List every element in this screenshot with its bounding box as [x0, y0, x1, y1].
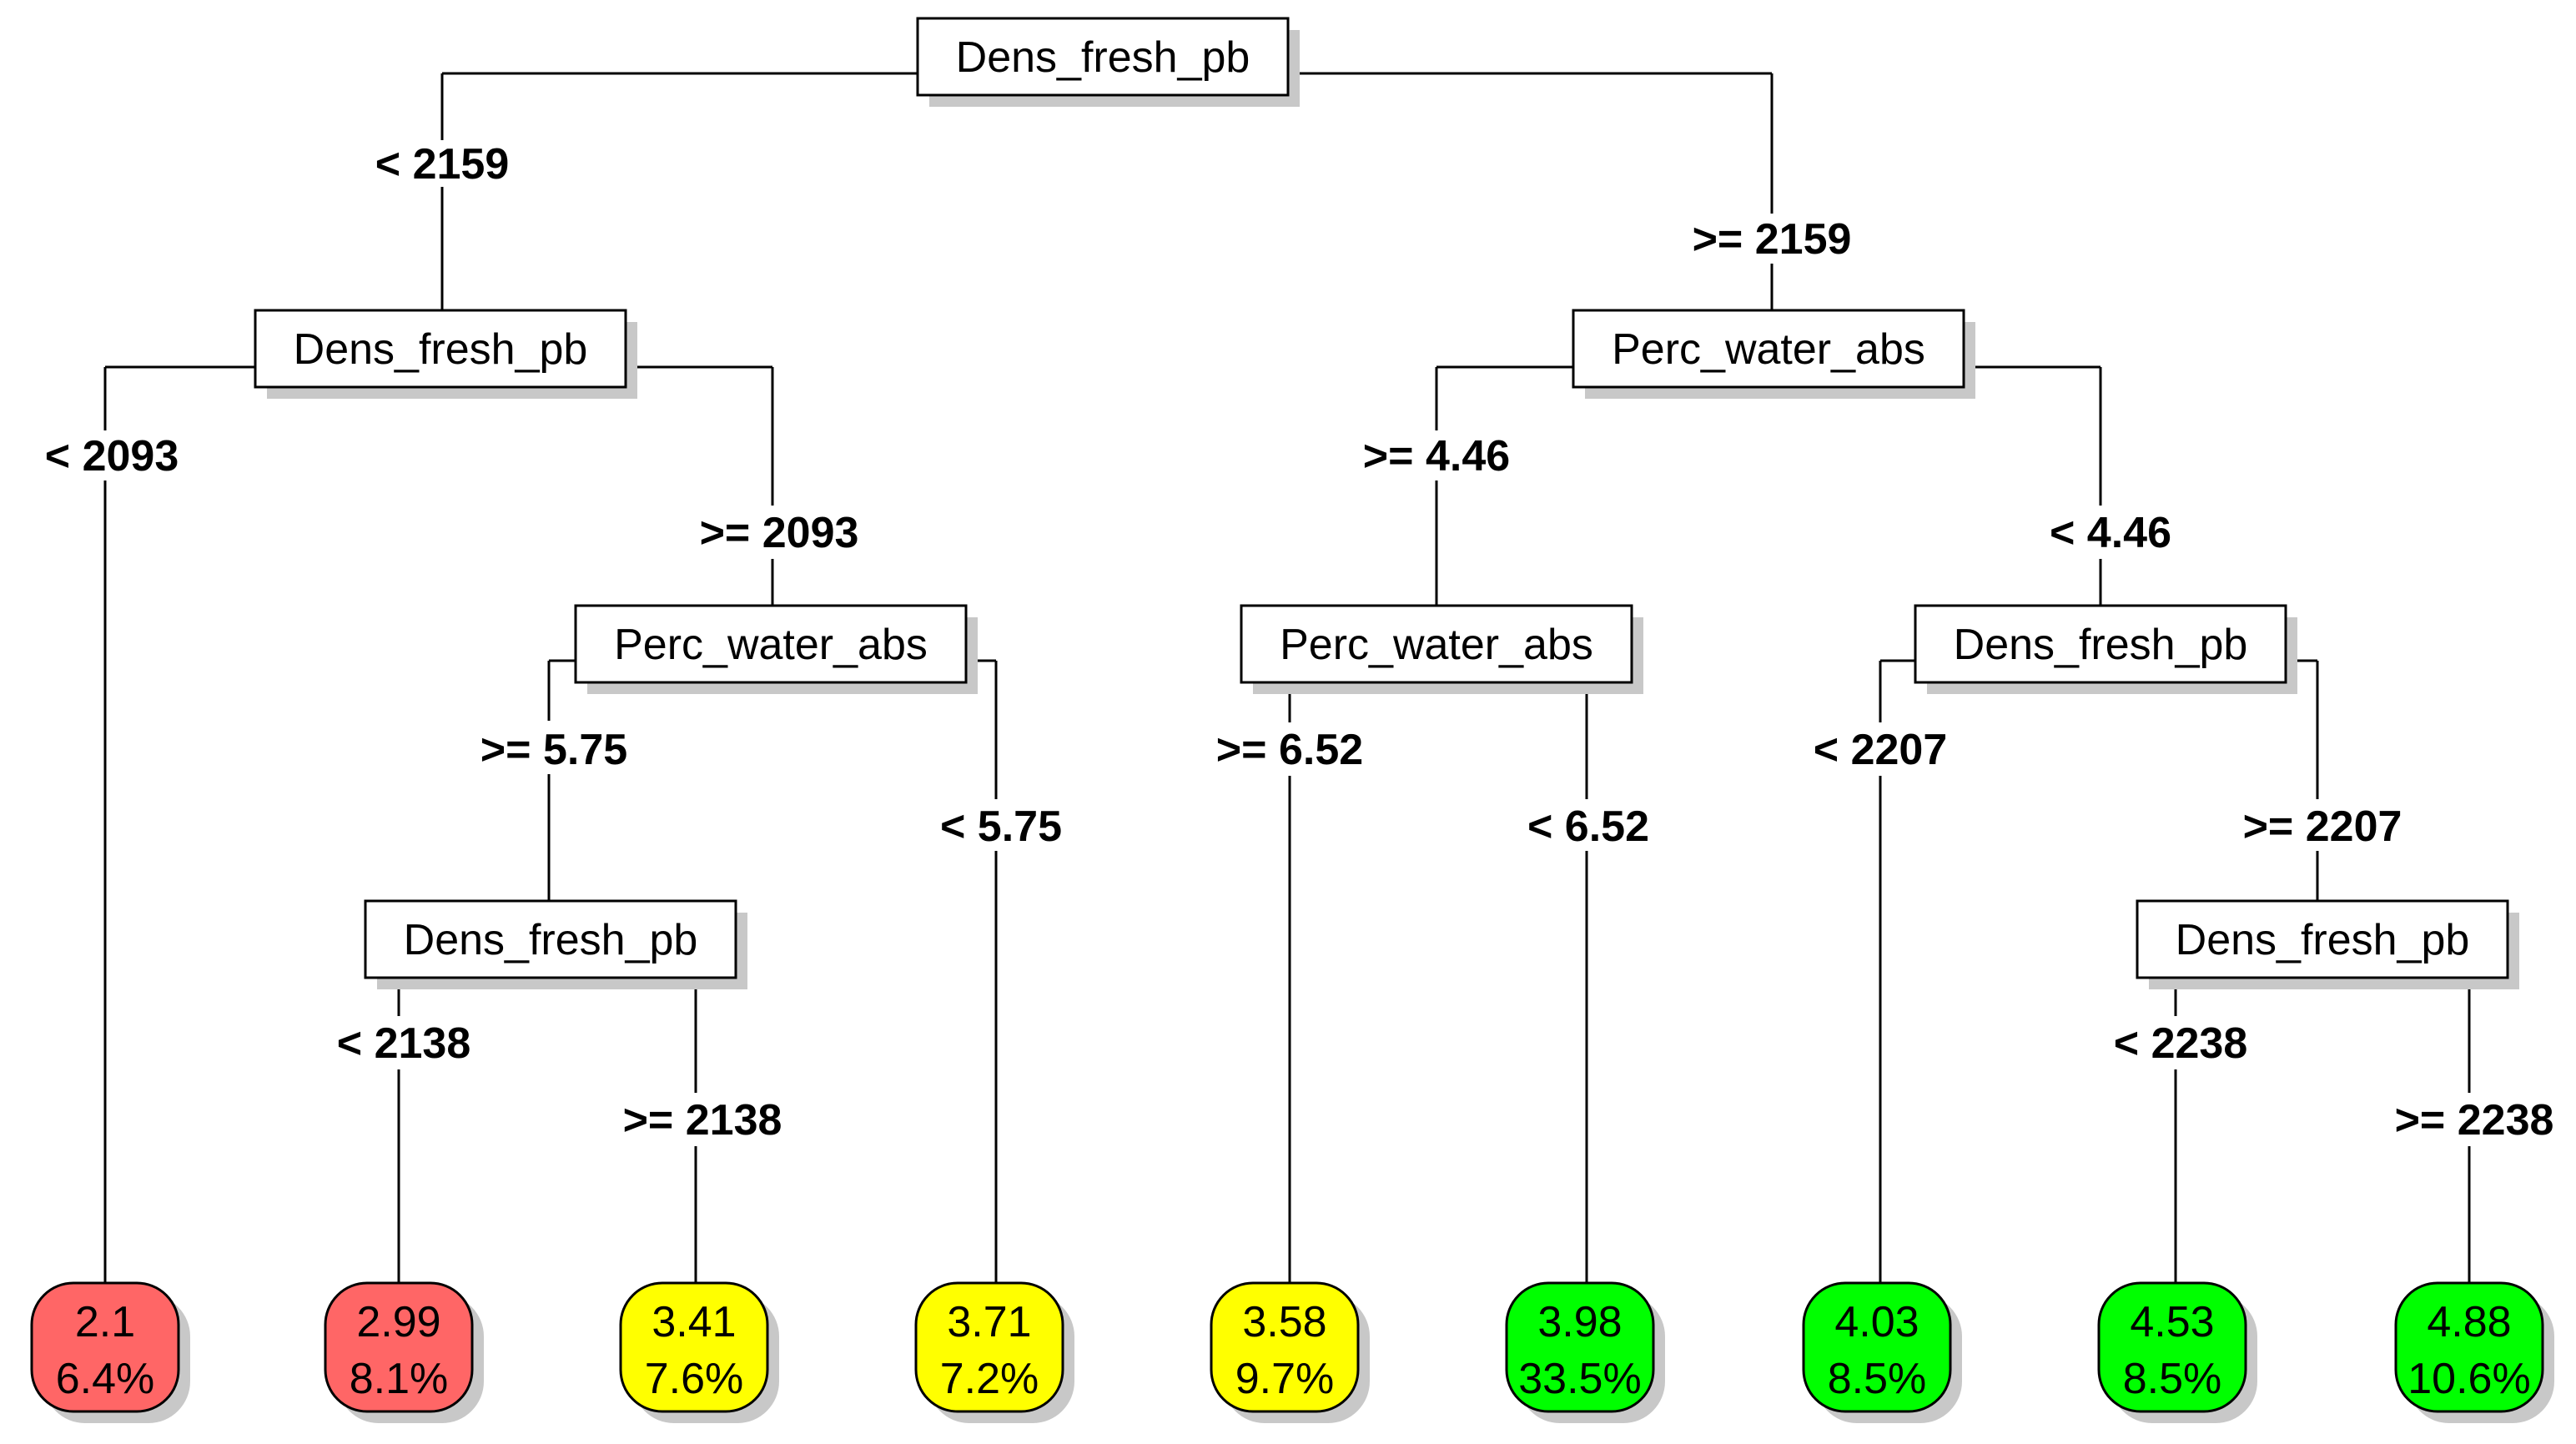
leaf-value: 2.1: [75, 1298, 135, 1346]
leaf-node-l9: 4.88 10.6%: [2394, 1281, 2554, 1423]
node-label: Dens_fresh_pb: [956, 33, 1250, 82]
edge-label-e10: < 4.46: [2050, 509, 2171, 557]
edge-label-e4: >= 2093: [700, 509, 859, 557]
leaf-node-l1: 2.1 6.4%: [30, 1281, 190, 1423]
leaf-percent: 7.6%: [645, 1355, 744, 1403]
edge-label-e15: < 2238: [2114, 1019, 2248, 1068]
node-label: Dens_fresh_pb: [404, 916, 698, 964]
leaf-box: [1210, 1281, 1360, 1413]
leaf-node-l2: 2.99 8.1%: [324, 1281, 484, 1423]
edge-label-e11: >= 6.52: [1216, 726, 1363, 774]
split-node-n7: Dens_fresh_pb: [1914, 604, 2297, 694]
node-label: Dens_fresh_pb: [1954, 621, 2248, 669]
edge-label-e3: < 2093: [45, 432, 179, 480]
leaf-percent: 8.5%: [1828, 1355, 1927, 1403]
edge-label-e16: >= 2238: [2395, 1096, 2554, 1145]
node-label: Perc_water_abs: [614, 621, 928, 669]
split-node-n8: Dens_fresh_pb: [2136, 899, 2519, 989]
leaf-node-l7: 4.03 8.5%: [1802, 1281, 1962, 1423]
edge-label-e13: < 2207: [1814, 726, 1948, 774]
leaf-value: 3.71: [947, 1298, 1031, 1346]
leaf-value: 2.99: [356, 1298, 440, 1346]
edge-label-e5: >= 5.75: [480, 726, 627, 774]
node-label: Dens_fresh_pb: [294, 325, 588, 374]
edge-label-e8: >= 2138: [623, 1096, 782, 1145]
leaf-percent: 10.6%: [2407, 1355, 2530, 1403]
node-label: Perc_water_abs: [1612, 325, 1925, 374]
leaf-value: 3.58: [1242, 1298, 1326, 1346]
node-box: [1914, 604, 2287, 684]
node-box: [916, 17, 1290, 97]
leaf-percent: 33.5%: [1518, 1355, 1641, 1403]
leaf-percent: 8.5%: [2123, 1355, 2222, 1403]
edge-label-e9: >= 4.46: [1363, 432, 1510, 480]
leaf-percent: 7.2%: [940, 1355, 1039, 1403]
leaf-node-l3: 3.41 7.6%: [619, 1281, 779, 1423]
leaf-percent: 9.7%: [1235, 1355, 1335, 1403]
edge-label-e14: >= 2207: [2243, 803, 2402, 851]
node-box: [364, 899, 737, 979]
node-box: [1572, 309, 1965, 389]
leaf-box: [30, 1281, 180, 1413]
leaf-value: 4.03: [1834, 1298, 1919, 1346]
edge-label-e12: < 6.52: [1527, 803, 1649, 851]
node-label: Dens_fresh_pb: [2176, 916, 2470, 964]
leaf-nodes: 2.16.4%2.998.1%3.417.6%3.717.2%3.589.7%3…: [30, 1281, 2554, 1423]
split-node-n4: Dens_fresh_pb: [364, 899, 747, 989]
split-node-n5: Perc_water_abs: [1572, 309, 1975, 399]
leaf-value: 3.41: [652, 1298, 736, 1346]
edge-label-e6: < 5.75: [940, 803, 1062, 851]
connector-lines: [103, 72, 2471, 1283]
node-box: [1240, 604, 1633, 684]
leaf-box: [914, 1281, 1064, 1413]
split-node-n2: Dens_fresh_pb: [254, 309, 637, 399]
leaf-box: [1802, 1281, 1952, 1413]
leaf-percent: 8.1%: [350, 1355, 449, 1403]
leaf-node-l6: 3.98 33.5%: [1505, 1281, 1665, 1423]
edge-label-e2: >= 2159: [1693, 215, 1852, 264]
edge-label-e7: < 2138: [337, 1019, 471, 1068]
node-box: [2136, 899, 2509, 979]
leaf-node-l8: 4.53 8.5%: [2097, 1281, 2257, 1423]
leaf-box: [1505, 1281, 1655, 1413]
edge-labels: < 2159 >= 2159 < 2093 >= 2093 >= 5.75 < 5.75 <…: [45, 140, 2554, 1145]
split-node-n3: Perc_water_abs: [574, 604, 978, 694]
leaf-box: [2097, 1281, 2247, 1413]
edge-label-e1: < 2159: [375, 140, 510, 189]
leaf-box: [324, 1281, 474, 1413]
leaf-node-l5: 3.58 9.7%: [1210, 1281, 1370, 1423]
split-node-n6: Perc_water_abs: [1240, 604, 1643, 694]
leaf-value: 4.53: [2130, 1298, 2214, 1346]
node-box: [574, 604, 968, 684]
node-box: [254, 309, 627, 389]
split-node-n1: Dens_fresh_pb: [916, 17, 1300, 107]
leaf-box: [2394, 1281, 2544, 1413]
leaf-node-l4: 3.71 7.2%: [914, 1281, 1074, 1423]
node-label: Perc_water_abs: [1280, 621, 1593, 669]
leaf-percent: 6.4%: [56, 1355, 155, 1403]
split-nodes: Dens_fresh_pb Dens_fresh_pb Perc_water_abs…: [254, 17, 2519, 989]
leaf-value: 4.88: [2427, 1298, 2511, 1346]
leaf-value: 3.98: [1537, 1298, 1622, 1346]
leaf-box: [619, 1281, 769, 1413]
